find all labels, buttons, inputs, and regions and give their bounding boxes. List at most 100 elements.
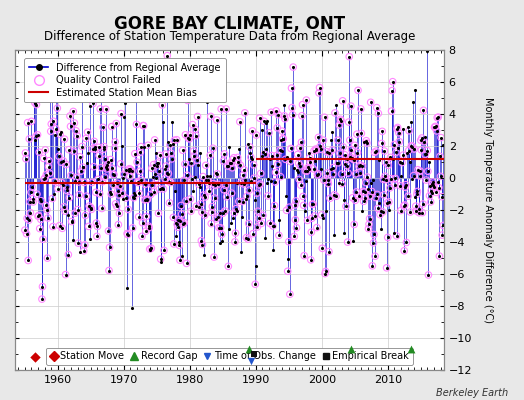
Point xyxy=(253,224,261,230)
Point xyxy=(90,164,98,170)
Point xyxy=(161,151,170,157)
Point xyxy=(205,188,213,194)
Point xyxy=(428,190,436,197)
Point xyxy=(106,156,115,163)
Point xyxy=(436,173,445,180)
Point xyxy=(371,253,379,260)
Point xyxy=(174,217,182,223)
Point xyxy=(270,222,278,229)
Point xyxy=(41,147,49,153)
Point xyxy=(82,135,90,142)
Point xyxy=(365,221,373,227)
Point xyxy=(42,172,50,178)
Point xyxy=(49,118,58,124)
Point xyxy=(330,232,338,238)
Point xyxy=(245,187,254,193)
Point xyxy=(249,230,257,237)
Point xyxy=(33,191,41,197)
Point xyxy=(203,173,212,180)
Point xyxy=(139,122,147,129)
Point xyxy=(100,143,108,150)
Point xyxy=(353,131,361,137)
Point xyxy=(396,183,405,189)
Point xyxy=(383,265,391,271)
Point xyxy=(64,252,72,258)
Point xyxy=(119,171,128,178)
Point xyxy=(145,223,153,229)
Point xyxy=(129,194,138,201)
Point xyxy=(56,222,64,229)
Point xyxy=(234,154,242,161)
Point xyxy=(223,194,231,200)
Point xyxy=(148,165,156,172)
Point xyxy=(327,166,335,172)
Point xyxy=(337,171,346,177)
Point xyxy=(348,194,357,201)
Point xyxy=(26,198,34,205)
Point xyxy=(34,213,42,220)
Point xyxy=(169,214,178,220)
Point xyxy=(101,156,110,162)
Point xyxy=(53,105,61,111)
Point xyxy=(421,151,429,158)
Point xyxy=(53,185,62,192)
Point xyxy=(140,197,149,203)
Point xyxy=(165,200,173,206)
Point xyxy=(225,225,233,232)
Point xyxy=(247,178,256,184)
Point xyxy=(69,108,78,115)
Point xyxy=(96,106,104,112)
Point xyxy=(398,160,406,166)
Point xyxy=(126,166,135,172)
Point xyxy=(275,232,283,238)
Point xyxy=(293,151,302,158)
Point xyxy=(125,166,134,172)
Point xyxy=(189,188,198,194)
Point xyxy=(187,208,195,214)
Point xyxy=(344,170,352,176)
Point xyxy=(419,107,428,114)
Point xyxy=(85,203,93,209)
Point xyxy=(336,116,345,122)
Point xyxy=(214,214,223,220)
Point xyxy=(339,98,347,104)
Point xyxy=(91,146,100,152)
Point xyxy=(42,207,51,213)
Point xyxy=(62,187,71,194)
Point xyxy=(411,194,419,200)
Point xyxy=(352,171,360,177)
Point xyxy=(353,149,362,156)
Point xyxy=(51,126,60,132)
Point xyxy=(370,231,378,238)
Point xyxy=(218,238,226,244)
Point xyxy=(184,134,192,141)
Point xyxy=(181,161,189,167)
Point xyxy=(228,164,236,171)
Point xyxy=(380,148,389,154)
Point xyxy=(98,178,106,185)
Point xyxy=(259,212,267,219)
Point xyxy=(258,126,266,133)
Point xyxy=(413,191,421,198)
Point xyxy=(88,179,96,186)
Point xyxy=(402,239,411,246)
Point xyxy=(281,156,290,162)
Point xyxy=(257,220,266,227)
Point xyxy=(94,144,103,150)
Point xyxy=(26,210,35,216)
Point xyxy=(354,87,362,94)
Point xyxy=(405,128,413,134)
Point xyxy=(157,259,166,265)
Point xyxy=(370,149,379,156)
Point xyxy=(346,154,355,160)
Point xyxy=(42,207,51,213)
Point xyxy=(141,228,150,234)
Point xyxy=(52,88,61,94)
Point xyxy=(38,296,46,302)
Point xyxy=(315,84,324,91)
Point xyxy=(316,143,324,150)
Point xyxy=(253,190,261,196)
Point xyxy=(93,233,101,240)
Point xyxy=(400,202,409,208)
Point xyxy=(199,173,207,180)
